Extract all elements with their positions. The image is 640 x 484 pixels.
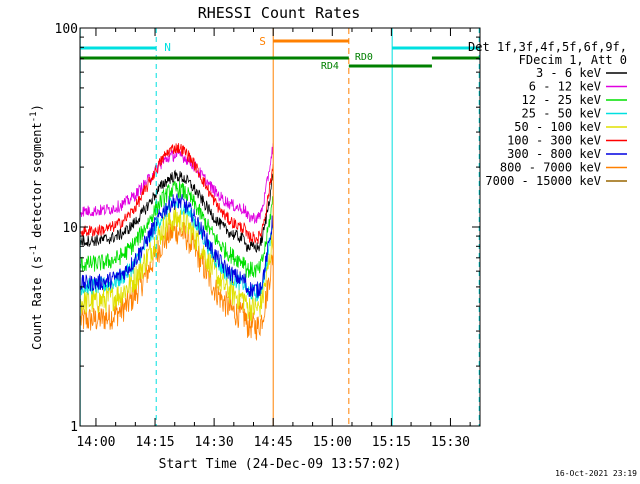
legend-header-line2: FDecim 1, Att 0: [519, 53, 627, 67]
series-trace: [80, 221, 274, 342]
timestamp: 16-Oct-2021 23:19: [555, 469, 637, 478]
y-axis-label-part3: ): [30, 104, 44, 111]
y-tick-label: 10: [62, 221, 78, 236]
x-tick-label: 14:45: [254, 435, 293, 450]
x-tick-label: 15:15: [372, 435, 411, 450]
x-tick-label: 14:00: [76, 435, 115, 450]
legend-item-label: 800 - 7000 keV: [500, 161, 601, 175]
legend-item-label: 300 - 800 keV: [507, 147, 601, 161]
legend-item-label: 6 - 12 keV: [529, 80, 601, 94]
series-trace: [80, 169, 274, 253]
series-trace: [80, 143, 274, 245]
axes: 1 10 100 14:00 14:15 14:30 14:45 15:00 15:15 15:3…: [55, 22, 480, 450]
y-axis-label-part2: detector segment: [30, 122, 44, 245]
x-tick-label: 15:30: [431, 435, 470, 450]
y-tick-label: 1: [70, 420, 78, 435]
legend-item-label: 100 - 300 keV: [507, 134, 601, 148]
x-tick-label: 14:30: [195, 435, 234, 450]
data-traces: [80, 143, 274, 342]
series-trace: [80, 180, 274, 278]
legend-item-label: 12 - 25 keV: [522, 93, 601, 107]
series-trace: [80, 143, 274, 224]
legend-item-label: 25 - 50 keV: [522, 107, 601, 121]
x-tick-label: 15:00: [313, 435, 352, 450]
x-tick-label: 14:15: [135, 435, 174, 450]
legend: Det 1f,3f,4f,5f,6f,9f, FDecim 1, Att 0 3…: [468, 40, 627, 188]
y-axis-label-sup2: -1: [29, 111, 39, 122]
y-axis-label-part1: Count Rate (s: [30, 256, 44, 350]
chart-title: RHESSI Count Rates: [198, 4, 361, 22]
decimation-label-rd0: RD0: [355, 52, 373, 63]
decimation-label-rd4: RD4: [321, 61, 339, 72]
legend-header-line1: Det 1f,3f,4f,5f,6f,9f,: [468, 40, 627, 54]
saa-label: S: [259, 35, 266, 48]
legend-item-label: 50 - 100 keV: [514, 120, 601, 134]
series-trace: [80, 205, 274, 322]
x-axis-label: Start Time (24-Dec-09 13:57:02): [159, 457, 402, 472]
legend-item-label: 7000 - 15000 keV: [485, 174, 601, 188]
y-axis-label: Count Rate (s-1 detector segment-1): [29, 104, 44, 350]
y-tick-label: 100: [55, 22, 78, 37]
legend-item-label: 3 - 6 keV: [536, 66, 601, 80]
y-axis-label-sup1: -1: [29, 245, 39, 256]
series-trace: [80, 193, 274, 298]
night-label: N: [164, 41, 171, 54]
